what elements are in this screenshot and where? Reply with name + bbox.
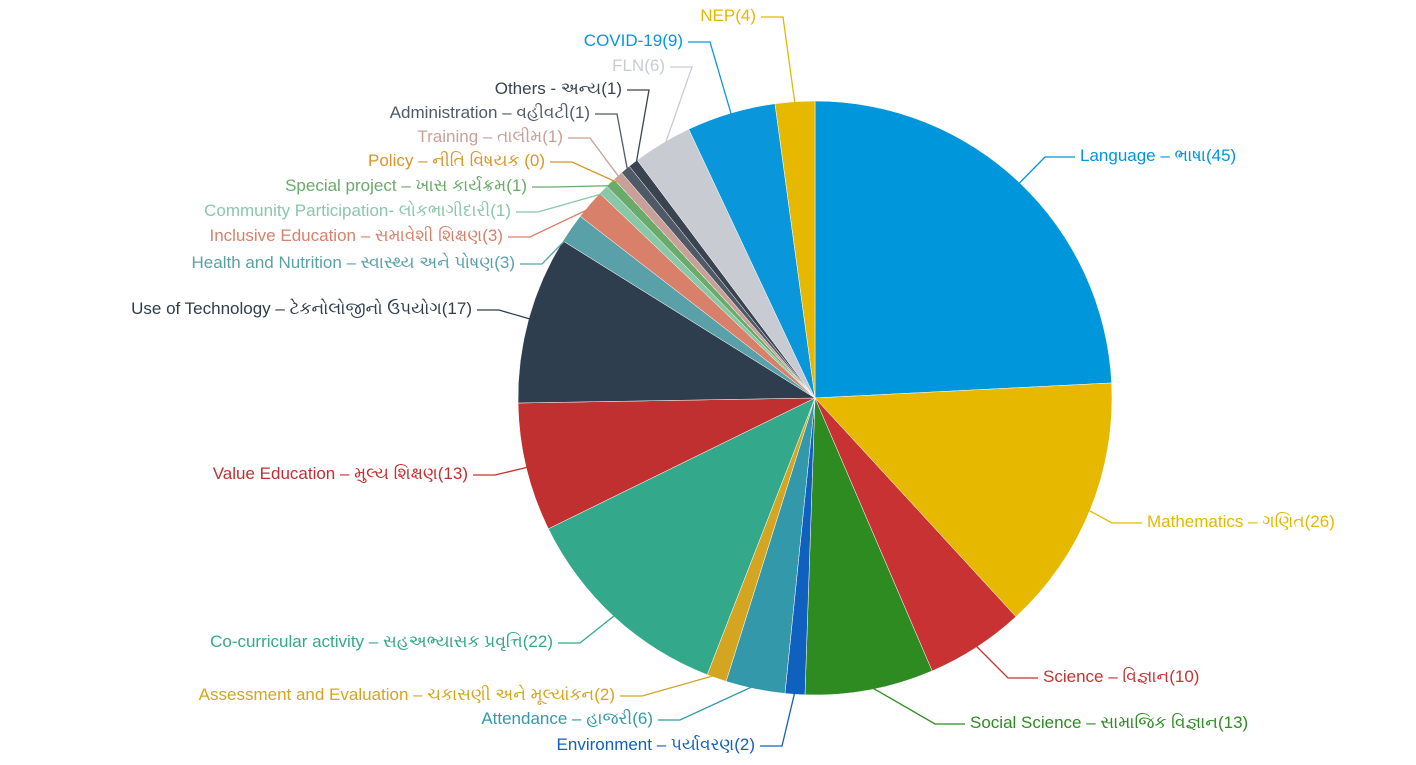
slice-label: Training – તાલીમ(1) <box>417 127 563 146</box>
value-label: (1) <box>490 201 511 220</box>
slice-label: Use of Technology – ટેકનોલોજીનો ઉપયોગ(17… <box>131 298 472 318</box>
slice-label: Community Participation- લોકભાગીદારી(1) <box>204 200 511 220</box>
category-name: Social Science – સામાજિક વિજ્ઞાન <box>970 713 1218 732</box>
category-name: NEP <box>700 6 735 25</box>
leader-line <box>1016 156 1075 187</box>
slice-label: Health and Nutrition – સ્વાસ્થ્ય અને પોષ… <box>192 252 515 272</box>
leader-line <box>868 685 965 725</box>
slice-label: Science – વિજ્ઞાન(10) <box>1043 667 1199 686</box>
slice-label: Environment – પર્યાવરણ(2) <box>557 735 755 754</box>
category-name: Training – તાલીમ <box>417 127 542 146</box>
value-label: (2) <box>594 685 615 704</box>
slice-label: Special project – ખાસ કાર્યક્રમ(1) <box>285 176 527 195</box>
leader-line <box>973 643 1038 679</box>
slice-label: Others - અન્ય(1) <box>495 79 622 98</box>
category-name: Administration – વહીવટી <box>390 103 570 122</box>
category-name: Science – વિજ્ઞાન <box>1043 667 1169 686</box>
value-label: (1) <box>601 79 622 98</box>
leader-line <box>1085 508 1142 524</box>
leader-line <box>595 113 629 173</box>
leader-line <box>761 16 796 106</box>
labels: Language – ભાષા(45) Mathematics – ગણિત(26… <box>131 6 1335 754</box>
leader-line <box>532 184 614 188</box>
leader-line <box>568 137 621 180</box>
slice-label: Value Education – મુલ્ય શિક્ષણ(13) <box>213 464 468 483</box>
category-name: Others - અન્ય <box>495 79 602 98</box>
slice-label: Mathematics – ગણિત(26) <box>1147 512 1335 531</box>
leader-line <box>663 66 693 147</box>
slice-label: FLN(6) <box>612 56 665 75</box>
value-label: (13) <box>438 464 468 483</box>
value-label: (3) <box>494 253 515 272</box>
value-label: (6) <box>632 709 653 728</box>
leader-line <box>558 613 618 644</box>
category-name: Value Education – મુલ્ય શિક્ષણ <box>213 464 438 483</box>
leader-line <box>516 191 607 213</box>
value-label: (1) <box>569 103 590 122</box>
value-label: (6) <box>644 56 665 75</box>
slice-label: COVID-19(9) <box>584 31 683 50</box>
leader-line <box>473 466 531 476</box>
pie-slice <box>814 100 1112 399</box>
slice-label: Attendance – હાજરી(6) <box>481 709 653 728</box>
category-name: Use of Technology – ટેકનોલોજીનો ઉપયોગ <box>131 298 442 318</box>
category-name: Assessment and Evaluation – ચકાસણી અને મ… <box>199 684 595 705</box>
slice-label: Inclusive Education – સમાવેશી શિક્ષણ(3) <box>210 225 504 245</box>
value-label: (17) <box>442 299 472 318</box>
value-label: (3) <box>482 226 503 245</box>
pie-slice <box>804 397 933 696</box>
leader-line <box>658 684 757 721</box>
leader-line <box>760 690 796 747</box>
leader-line <box>477 309 533 321</box>
slice-label: Co-curricular activity – સહઅભ્યાસક પ્રવૃ… <box>210 632 553 651</box>
value-label: (22) <box>523 632 553 651</box>
value-label: (10) <box>1169 667 1199 686</box>
leader-line <box>627 89 650 167</box>
leader-line <box>620 673 719 697</box>
value-label: (4) <box>735 6 756 25</box>
slice-label: Policy – નીતિ વિષયક (0) <box>368 151 545 170</box>
slices <box>517 100 1113 696</box>
value-label: (45) <box>1206 146 1236 165</box>
category-name: COVID-19 <box>584 31 662 50</box>
leader-line <box>550 161 618 183</box>
leader-line <box>688 41 733 118</box>
category-name: Co-curricular activity – સહઅભ્યાસક પ્રવૃ… <box>210 632 523 651</box>
leader-line <box>508 206 593 238</box>
category-name: Special project – ખાસ કાર્યક્રમ <box>285 176 506 195</box>
value-label: (13) <box>1218 713 1248 732</box>
value-label: (26) <box>1305 512 1335 531</box>
leader-line <box>520 230 575 265</box>
category-name: Language – ભાષા <box>1080 146 1206 165</box>
slice-label: Language – ભાષા(45) <box>1080 146 1236 165</box>
slice-label: Administration – વહીવટી(1) <box>390 103 590 122</box>
value-label: (2) <box>734 735 755 754</box>
category-name: Community Participation- લોકભાગીદારી <box>204 200 490 220</box>
category-name: FLN <box>612 56 644 75</box>
value-label: (0) <box>520 151 546 170</box>
category-name: Inclusive Education – સમાવેશી શિક્ષણ <box>210 225 483 245</box>
value-label: (9) <box>662 31 683 50</box>
category-name: Policy – નીતિ વિષયક <box>368 151 519 170</box>
category-name: Health and Nutrition – સ્વાસ્થ્ય અને પોષ… <box>192 252 495 272</box>
slice-label: Social Science – સામાજિક વિજ્ઞાન(13) <box>970 713 1248 732</box>
category-name: Mathematics – ગણિત <box>1147 512 1305 531</box>
slice-label: NEP(4) <box>700 6 756 25</box>
value-label: (1) <box>506 176 527 195</box>
value-label: (1) <box>542 127 563 146</box>
category-name: Environment – પર્યાવરણ <box>557 735 735 754</box>
category-name: Attendance – હાજરી <box>481 709 632 728</box>
slice-label: Assessment and Evaluation – ચકાસણી અને મ… <box>199 684 615 705</box>
